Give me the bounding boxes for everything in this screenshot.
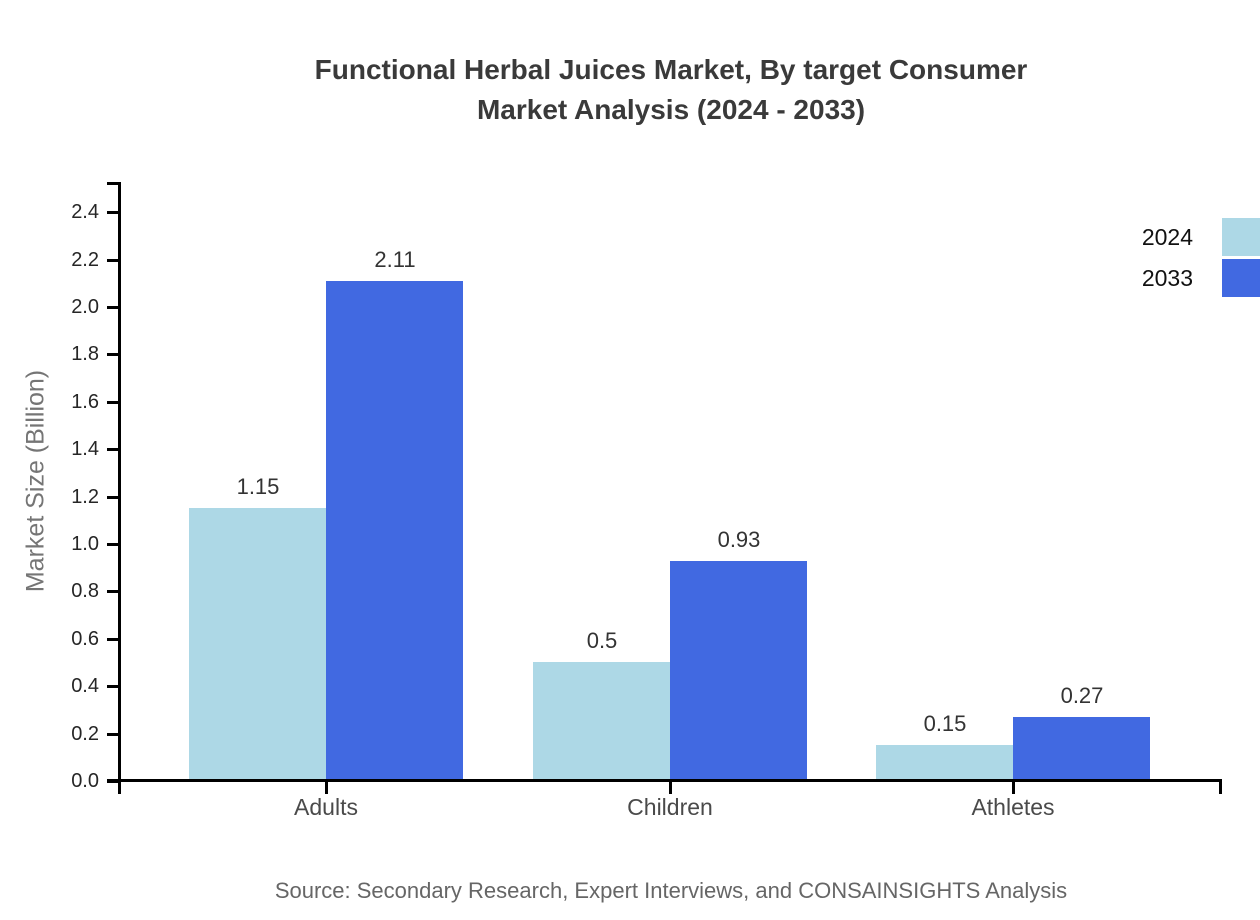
y-tick-mark	[107, 543, 120, 546]
bar-2024-adults	[189, 508, 326, 781]
y-tick-mark	[107, 685, 120, 688]
chart-title: Functional Herbal Juices Market, By targ…	[120, 50, 1222, 130]
y-tick-mark	[107, 448, 120, 451]
x-tick-mark	[1012, 782, 1015, 794]
y-tick-label: 2.2	[71, 249, 99, 271]
y-tick-label: 1.8	[71, 343, 99, 365]
y-tick-mark	[107, 211, 120, 214]
bar-2033-athletes	[1013, 717, 1150, 781]
y-tick-label: 2.4	[71, 201, 99, 223]
x-tick-mark	[325, 782, 328, 794]
legend-item-2033: 2033	[1073, 259, 1260, 297]
y-tick-label: 0.0	[71, 770, 99, 792]
bar-value-label: 0.5	[586, 628, 618, 653]
bar-value-label: 2.11	[374, 247, 416, 272]
bar-2024-athletes	[876, 745, 1013, 781]
y-tick-label: 0.4	[71, 675, 99, 697]
bar-2024-children	[533, 662, 670, 781]
y-tick-label: 1.2	[71, 486, 99, 508]
legend-label-2024: 2024	[1141, 223, 1193, 250]
y-tick-mark	[107, 590, 120, 593]
legend-swatch-2024-icon	[1222, 218, 1260, 256]
x-tick-mark	[669, 782, 672, 794]
x-axis-right-cap	[1219, 781, 1222, 794]
y-tick-label: 1.6	[71, 391, 99, 413]
bar-value-label: 1.15	[236, 474, 280, 499]
bar-value-label: 0.93	[717, 527, 761, 552]
legend-label-2033: 2033	[1141, 264, 1193, 291]
y-tick-mark	[107, 259, 120, 262]
legend-item-2024: 2024	[1073, 218, 1260, 256]
y-tick-mark	[107, 496, 120, 499]
y-tick-label: 2.0	[71, 296, 99, 318]
y-tick-mark	[107, 306, 120, 309]
chart-title-line2: Market Analysis (2024 - 2033)	[476, 94, 866, 125]
x-category-label-adults: Adults	[294, 794, 358, 820]
y-tick-mark	[107, 780, 120, 783]
y-axis-top-cap	[107, 182, 120, 185]
y-tick-label: 0.2	[71, 723, 99, 745]
bar-2033-children	[670, 561, 807, 781]
source-note: Source: Secondary Research, Expert Inter…	[274, 878, 1068, 903]
y-tick-mark	[107, 353, 120, 356]
y-tick-label: 0.6	[71, 628, 99, 650]
x-axis-line	[107, 779, 1222, 782]
bar-value-label: 0.27	[1060, 683, 1104, 708]
legend-swatch-2033-icon	[1222, 259, 1260, 297]
bar-value-label: 0.15	[923, 711, 967, 736]
x-category-label-athletes: Athletes	[971, 794, 1055, 820]
y-tick-mark	[107, 638, 120, 641]
chart-title-line1: Functional Herbal Juices Market, By targ…	[314, 54, 1028, 85]
y-tick-mark	[107, 401, 120, 404]
bar-2033-adults	[326, 281, 463, 781]
y-tick-label: 0.8	[71, 580, 99, 602]
y-tick-label: 1.0	[71, 533, 99, 555]
x-category-label-children: Children	[627, 794, 713, 820]
y-tick-label: 1.4	[71, 438, 99, 460]
y-axis-line	[118, 182, 121, 794]
y-tick-mark	[107, 733, 120, 736]
legend: 2024 2033	[1073, 218, 1260, 300]
